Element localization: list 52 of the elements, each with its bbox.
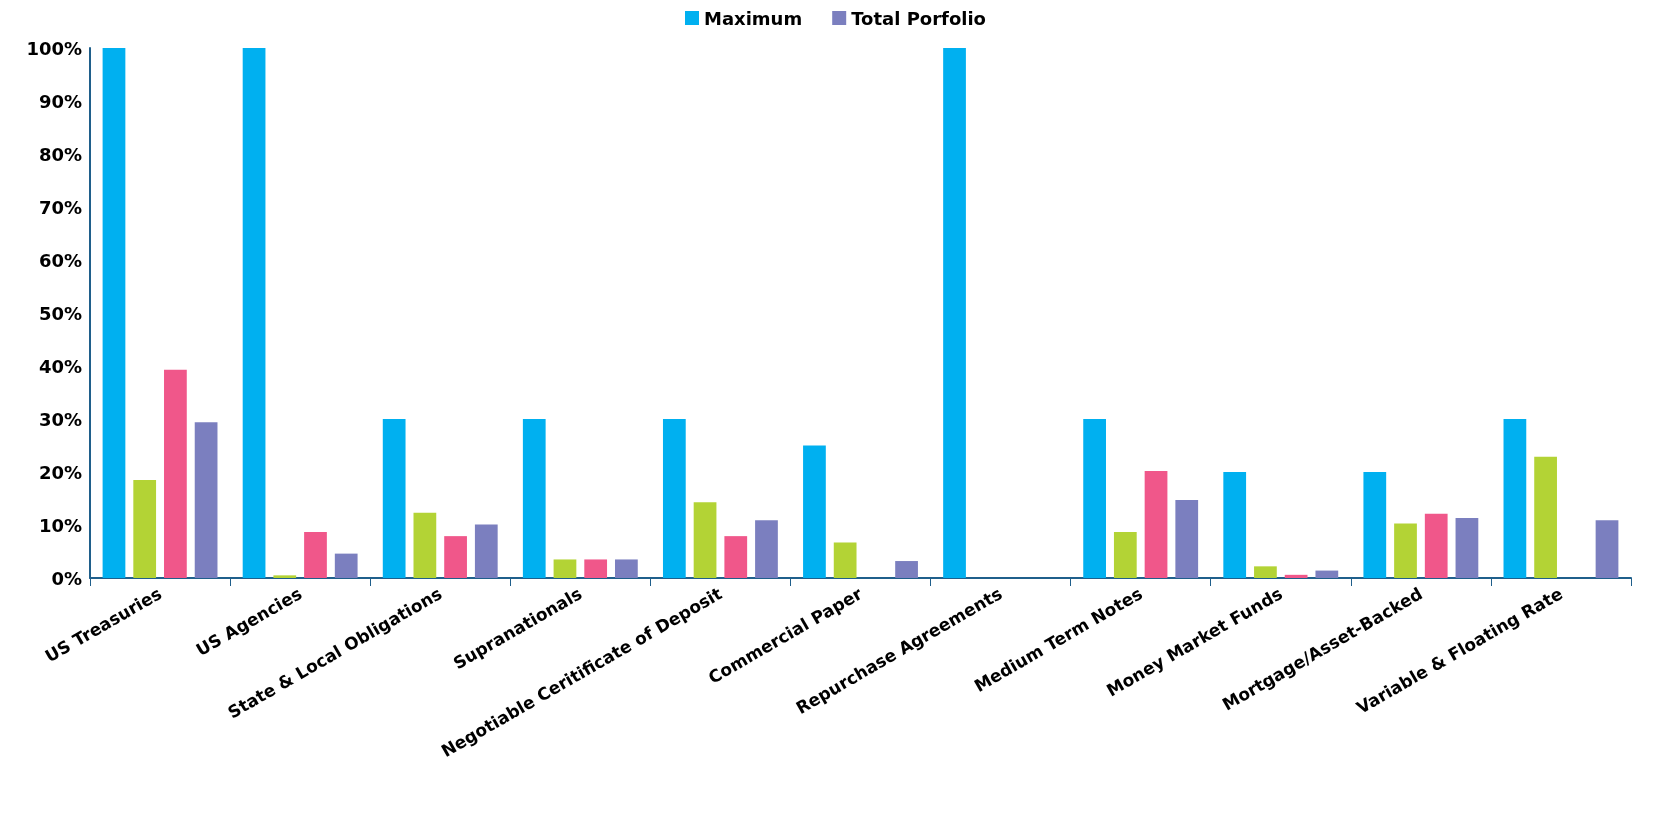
bar [1455,518,1479,578]
bar [1595,520,1619,578]
legend-label: Total Porfolio [851,7,986,29]
bar [1315,570,1339,578]
bar [1144,470,1168,578]
bar [895,561,918,578]
bar [1424,513,1448,578]
y-tick-label: 0% [51,567,82,589]
bar [522,419,546,578]
bar [553,559,577,578]
y-tick-label: 80% [38,143,82,165]
bar [382,419,406,578]
bar [615,559,638,578]
bar [755,520,778,578]
bar [1394,523,1417,578]
bar [273,575,297,578]
bar [1363,472,1387,578]
bar [304,531,327,578]
bar [724,536,748,578]
bar [102,48,126,578]
y-tick-label: 60% [38,249,82,271]
legend-label: Maximum [704,7,803,29]
bar [474,524,498,578]
bar [1175,500,1199,578]
bar [1534,456,1557,578]
bar [1284,574,1308,578]
bar [413,512,437,578]
bar [334,553,358,578]
y-tick-label: 40% [38,355,82,377]
bar [693,502,717,578]
y-tick-label: 30% [38,408,82,430]
y-tick-label: 10% [38,514,82,536]
bar [133,479,157,578]
bar [1113,531,1137,578]
y-tick-label: 90% [38,90,82,112]
bar [1083,419,1106,578]
bar [943,48,966,578]
y-tick-label: 100% [26,37,82,59]
bar [194,422,218,578]
bar [1223,472,1247,578]
bar [662,419,686,578]
bar [803,445,826,578]
bar [444,536,467,578]
y-tick-label: 50% [38,302,82,324]
bar [584,559,608,578]
bar [242,48,266,578]
bar [1503,419,1527,578]
bar [833,542,857,578]
bar [1254,566,1277,578]
y-tick-label: 20% [38,461,82,483]
y-tick-label: 70% [38,196,82,218]
bar [164,369,187,578]
